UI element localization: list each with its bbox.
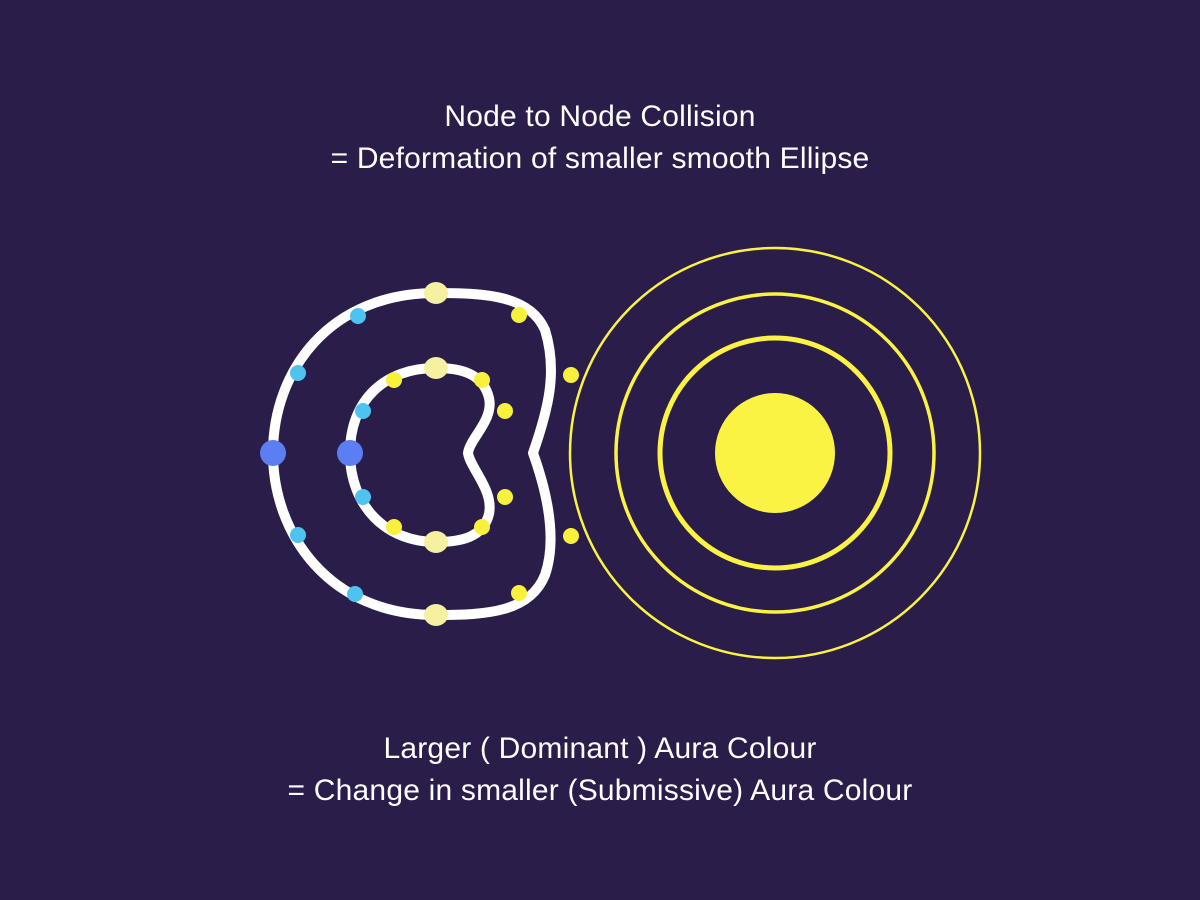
bottom-caption-subtitle: = Change in smaller (Submissive) Aura Co…	[287, 774, 913, 807]
node-blue	[260, 440, 286, 466]
node-yellow	[563, 528, 579, 544]
top-caption: Node to Node Collision = Deformation of …	[0, 96, 1200, 180]
node-yellow	[511, 585, 527, 601]
bottom-caption-title: Larger ( Dominant ) Aura Colour	[383, 732, 817, 765]
node-pale-yellow	[424, 531, 448, 553]
node-pale-yellow	[424, 604, 448, 626]
bottom-caption: Larger ( Dominant ) Aura Colour = Change…	[0, 728, 1200, 812]
submissive-aura-outer-shape	[268, 288, 556, 620]
dominant-aura-outer-ring	[568, 246, 982, 660]
node-yellow	[497, 403, 513, 419]
node-cyan	[355, 489, 371, 505]
node-yellow	[511, 307, 527, 323]
node-pale-yellow	[424, 282, 448, 304]
node-cyan	[355, 403, 371, 419]
submissive-aura	[268, 288, 556, 620]
node-pale-yellow	[424, 357, 448, 379]
node-cyan	[347, 586, 363, 602]
dominant-aura-middle-ring	[614, 292, 936, 614]
node-yellow	[386, 519, 402, 535]
node-yellow	[474, 519, 490, 535]
node-markers	[260, 282, 579, 626]
dominant-aura	[568, 246, 982, 660]
node-cyan	[290, 527, 306, 543]
submissive-aura-inner-shape	[345, 363, 495, 547]
node-cyan	[350, 308, 366, 324]
top-caption-title: Node to Node Collision	[444, 100, 756, 133]
node-yellow	[386, 372, 402, 388]
node-yellow	[497, 489, 513, 505]
node-blue	[337, 440, 363, 466]
dominant-aura-core	[715, 393, 835, 513]
node-cyan	[290, 365, 306, 381]
top-caption-subtitle: = Deformation of smaller smooth Ellipse	[330, 142, 870, 175]
node-yellow	[563, 367, 579, 383]
dominant-aura-inner-ring	[657, 335, 893, 571]
node-yellow	[474, 372, 490, 388]
